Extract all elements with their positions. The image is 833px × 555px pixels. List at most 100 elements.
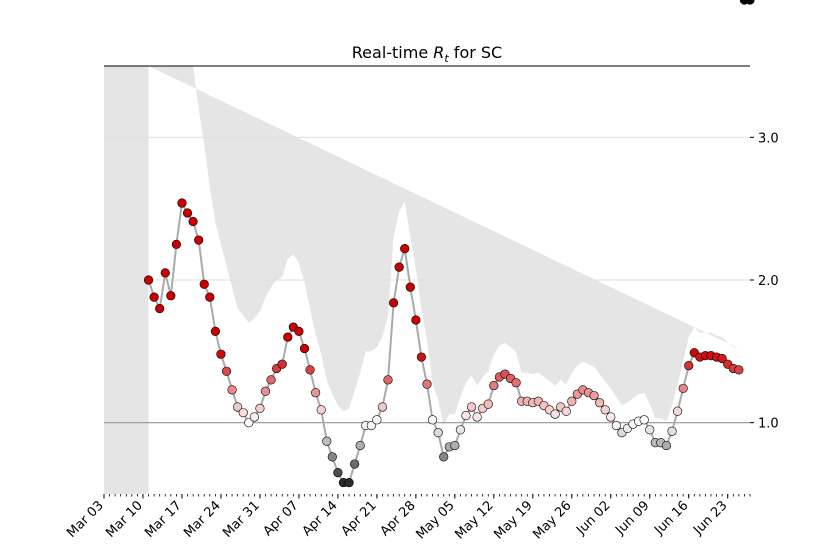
rt-point xyxy=(177,198,187,208)
x-tick-label: Mar 10 xyxy=(103,498,146,541)
rt-point xyxy=(227,385,237,395)
rt-point xyxy=(199,279,209,289)
rt-point xyxy=(511,378,521,388)
rt-point xyxy=(327,452,337,462)
x-tick-label: Jun 02 xyxy=(573,498,613,538)
x-tick-label: May 26 xyxy=(530,498,574,542)
rt-point xyxy=(249,412,259,422)
y-tick-label: 1.0 xyxy=(758,417,779,432)
rt-point xyxy=(260,386,271,396)
rt-point xyxy=(489,380,499,391)
rt-point xyxy=(283,332,293,342)
rt-point xyxy=(366,420,376,431)
rt-point xyxy=(734,365,744,375)
rt-point xyxy=(461,410,471,421)
rt-point xyxy=(344,477,354,488)
rt-point xyxy=(717,353,727,364)
x-tick-label: Jun 23 xyxy=(690,498,730,538)
rt-point xyxy=(255,403,265,414)
rt-point xyxy=(244,418,254,428)
rt-point xyxy=(355,440,365,451)
rt-point xyxy=(333,468,343,478)
rt-point xyxy=(182,208,193,218)
x-tick-label: Apr 07 xyxy=(261,498,302,539)
rt-point xyxy=(155,303,165,314)
rt-point xyxy=(411,315,421,325)
rt-point xyxy=(673,406,683,416)
y-tick-label: 2.0 xyxy=(758,274,779,289)
rt-point xyxy=(188,216,198,227)
rt-point xyxy=(684,361,694,371)
rt-point xyxy=(210,326,220,336)
rt-point xyxy=(639,415,649,425)
rt-point xyxy=(611,420,621,431)
rt-point xyxy=(383,375,393,385)
rt-point xyxy=(377,402,388,412)
rt-point xyxy=(433,428,443,438)
rt-point xyxy=(322,436,332,446)
rt-point xyxy=(589,390,599,401)
rt-point xyxy=(266,375,276,385)
rt-point xyxy=(483,399,493,409)
rt-point xyxy=(388,298,399,308)
x-tick-label: Mar 17 xyxy=(142,498,185,541)
rt-point xyxy=(472,412,482,422)
x-tick-label: Apr 21 xyxy=(339,498,380,539)
rt-point xyxy=(311,388,321,398)
rt-point xyxy=(238,408,248,418)
rt-point xyxy=(394,262,404,272)
rt-point xyxy=(745,0,755,5)
rt-point xyxy=(561,406,571,416)
rt-point xyxy=(466,402,477,412)
x-tick-label: May 12 xyxy=(452,498,496,542)
rt-point xyxy=(595,398,605,408)
rt-point xyxy=(299,343,310,354)
rt-point xyxy=(372,415,382,425)
x-tick-label: Jun 09 xyxy=(612,498,652,538)
rt-point xyxy=(221,366,232,376)
x-tick-label: Apr 28 xyxy=(378,498,419,539)
rt-point xyxy=(422,379,432,389)
rt-point xyxy=(316,405,326,415)
rt-point xyxy=(439,452,449,462)
rt-point xyxy=(567,396,577,406)
rt-point xyxy=(233,402,243,412)
rt-point xyxy=(149,292,159,302)
rt-point xyxy=(455,425,466,435)
x-tick-label: May 05 xyxy=(413,498,457,542)
rt-point xyxy=(550,409,560,419)
rt-point xyxy=(277,359,287,369)
rt-point xyxy=(678,383,688,394)
rt-point xyxy=(350,459,360,469)
x-tick-label: Mar 03 xyxy=(64,498,107,541)
x-tick-label: Apr 14 xyxy=(300,498,341,539)
rt-point xyxy=(205,292,215,302)
rt-point xyxy=(661,440,672,451)
rt-point xyxy=(450,440,460,451)
rt-point xyxy=(405,282,415,292)
x-tick-label: May 19 xyxy=(491,498,535,542)
x-tick-label: Mar 24 xyxy=(181,498,224,541)
rt-point xyxy=(171,239,181,249)
credible-interval-band xyxy=(148,66,739,426)
y-tick-label: 3.0 xyxy=(758,131,779,146)
rt-point xyxy=(160,268,170,278)
rt-point xyxy=(143,275,154,285)
rt-point xyxy=(667,426,677,436)
rt-point xyxy=(416,352,427,362)
rt-point xyxy=(645,425,655,435)
rt-point xyxy=(166,291,176,301)
rt-point xyxy=(600,405,610,415)
x-tick-label: Mar 31 xyxy=(220,498,263,541)
chart-title: Real-time Rt for SC xyxy=(352,43,502,65)
x-tick-label: Jun 16 xyxy=(651,498,691,538)
rt-point xyxy=(305,365,315,375)
rt-point xyxy=(294,326,304,336)
rt-point xyxy=(400,244,410,254)
rt-point xyxy=(606,412,616,422)
rt-point xyxy=(216,349,226,359)
rt-point xyxy=(194,235,204,245)
rt-point xyxy=(427,415,438,425)
